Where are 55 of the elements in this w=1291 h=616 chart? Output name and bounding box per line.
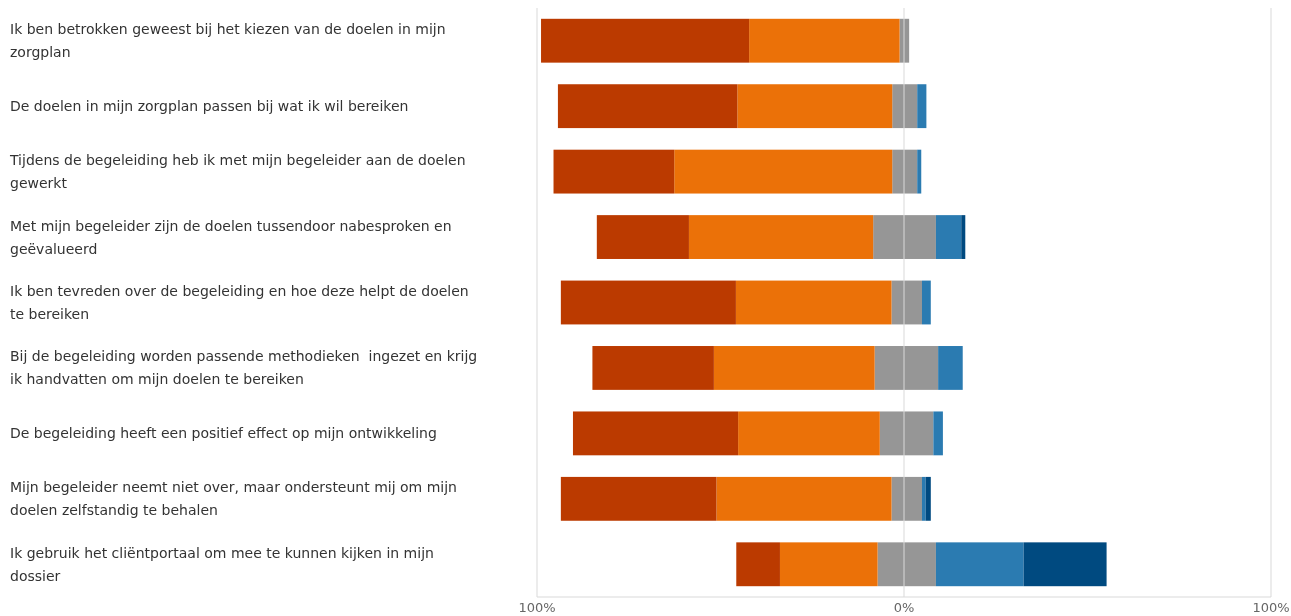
bar	[904, 411, 934, 456]
bar	[904, 280, 922, 325]
bar	[553, 149, 675, 194]
y-tick-label: De doelen in mijn zorgplan passen bij wat ik wil bereiken	[10, 98, 409, 115]
bar	[917, 149, 922, 194]
bar	[1023, 542, 1107, 587]
bar	[674, 149, 893, 194]
bar	[879, 411, 904, 456]
bar	[904, 215, 936, 259]
bar	[925, 476, 931, 521]
bar	[592, 346, 714, 390]
bar	[738, 411, 880, 456]
bar	[736, 542, 780, 587]
bar	[904, 84, 918, 129]
y-tick-label: Tijdens de begeleiding heb ik met mijn begeleider aan de doelen gewerkt	[9, 152, 466, 192]
bar	[874, 346, 904, 390]
bar	[933, 411, 943, 456]
x-tick-label: 0%	[893, 600, 915, 615]
y-tick-label: De begeleiding heeft een positief effect op mijn ontwikkeling	[10, 425, 437, 442]
bar	[596, 215, 689, 259]
bar	[877, 542, 904, 587]
bar	[935, 215, 962, 259]
bar	[904, 149, 918, 194]
bar	[713, 346, 875, 390]
y-tick-label: Bij de begeleiding worden passende methodieken ingezet en krijg ik handvatten om mijn doelen te bereiken	[10, 348, 478, 388]
bar	[904, 476, 922, 521]
bar	[892, 84, 904, 129]
y-tick-label: Ik gebruik het cliëntportaal om mee te kunnen kijken in mijn dossier	[10, 544, 434, 584]
bar	[961, 215, 966, 259]
x-tick-label: 100%	[1252, 600, 1290, 615]
bar	[557, 84, 738, 129]
bar	[921, 476, 926, 521]
y-tick-label: Ik ben betrokken geweest bij het kiezen van de doelen in mijn zorgplan	[10, 21, 446, 61]
bar	[873, 215, 904, 259]
bar	[749, 18, 900, 63]
bar	[560, 476, 717, 521]
bar	[904, 542, 936, 587]
bar	[779, 542, 878, 587]
bar	[935, 542, 1024, 587]
bar	[572, 411, 739, 456]
y-tick-label: Met mijn begeleider zijn de doelen tussendoor nabesproken en geëvalueerd	[10, 217, 452, 257]
bar	[560, 280, 736, 325]
bar	[688, 215, 874, 259]
bar	[716, 476, 892, 521]
bar	[917, 84, 927, 129]
x-tick-label: 100%	[518, 600, 556, 615]
y-tick-label: Mijn begeleider neemt niet over, maar ondersteunt mij om mijn doelen zelfstandig te behalen	[10, 479, 457, 519]
bar	[541, 18, 750, 63]
bar	[892, 149, 904, 194]
bar	[938, 346, 963, 390]
y-tick-label: Ik ben tevreden over de begeleiding en hoe deze helpt de doelen te bereiken	[10, 283, 469, 322]
bar	[904, 346, 939, 390]
bar	[735, 280, 892, 325]
bar	[921, 280, 931, 325]
bar	[737, 84, 893, 129]
